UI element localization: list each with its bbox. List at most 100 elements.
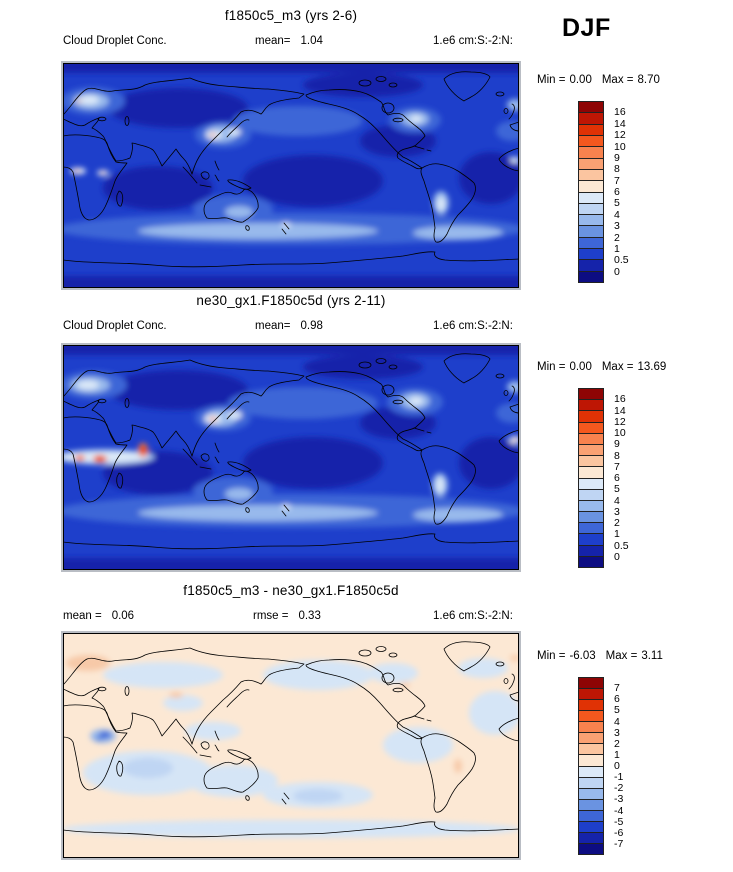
colorbar-cell [579,249,603,261]
colorbar-cell [579,444,603,457]
colorbar-cell [579,744,603,756]
panel3-units: 1.e6 cm:S:-2:N: [433,610,513,622]
colorbar-tick-label: 10 [614,140,626,153]
colorbar-cell [579,478,603,490]
panel1-colorbar: 16 14 12 10 9 8 7 6 5 4 3 2 1 0.5 0 [578,101,629,283]
colorbar-tick-label: -7 [614,837,624,850]
panel1-min-value: 0.00 [569,74,592,86]
colorbar-tick-label: 9 [614,151,620,164]
colorbar-tick-label: 2 [614,231,620,244]
panel1-mean: mean= 1.04 [255,35,323,47]
panel1-variable: Cloud Droplet Conc. [63,35,167,47]
colorbar-tick-label: -5 [614,815,624,828]
colorbar-cell [579,260,603,272]
colorbar-cell [579,271,603,282]
colorbar-tick-label: 8 [614,449,620,462]
colorbar-cell [579,489,603,501]
colorbar-tick-label: -2 [614,782,624,795]
colorbar-tick-label: 3 [614,726,620,739]
colorbar-cell [579,689,603,701]
colorbar-tick-label: 4 [614,715,620,728]
panel3-map [61,631,521,860]
colorbar-labels: 16 14 12 10 9 8 7 6 5 4 3 2 1 0.5 0 [604,101,640,283]
colorbar-cell [579,147,603,159]
colorbar-cell [579,523,603,535]
colorbar-tick-label: 3 [614,220,620,233]
panel1-max-label: Max = [601,74,634,86]
colorbar-tick-label: 0 [614,550,620,563]
panel2-map-svg [63,345,519,570]
colorbar-cell [579,500,603,513]
panel2-max-value: 13.69 [637,361,667,373]
panel3-mean-label: mean = [63,610,102,622]
colorbar-tick-label: 8 [614,163,620,176]
colorbar-cell [579,843,603,854]
colorbar-cell [579,821,603,833]
panel2-map [61,343,521,572]
colorbar-tick-label: 0.5 [614,254,629,267]
season-label: DJF [562,14,611,42]
panel3-colorbar: 7 6 5 4 3 2 1 0 -1 -2 -3 -4 -5 -6 -7 [578,677,623,855]
colorbar-cell [579,722,603,734]
colorbar-tick-label: 1 [614,748,620,761]
colorbar-tick-label: 5 [614,704,620,717]
colorbar-tick-label: 16 [614,393,626,406]
colorbar-cell [579,215,603,227]
colorbar-tick-label: 2 [614,517,620,529]
colorbar-cells [578,677,604,855]
colorbar-cell [579,467,603,479]
panel1-map [61,61,521,290]
panel3-max-value: 3.11 [641,650,663,662]
panel3-mean-value: 0.06 [111,610,135,622]
colorbar-cell [579,433,603,445]
colorbar-cell [579,700,603,712]
colorbar-cell [579,534,603,546]
colorbar-tick-label: 1 [614,528,620,541]
colorbar-tick-label: -3 [614,793,624,806]
panel1-map-svg [63,63,519,288]
colorbar-tick-label: 14 [614,117,626,130]
colorbar-tick-label: 5 [614,483,620,496]
colorbar-cell [579,422,603,434]
panel1-mean-value: 1.04 [300,35,323,47]
colorbar-tick-label: -1 [614,771,624,784]
colorbar-tick-label: 4 [614,494,620,507]
colorbar-cell [579,545,603,557]
colorbar-tick-label: 0 [614,760,620,772]
colorbar-tick-label: 6 [614,693,620,706]
colorbar-tick-label: 1 [614,242,620,255]
panel2-units: 1.e6 cm:S:-2:N: [433,320,513,332]
panel3-min-value: -6.03 [569,650,596,662]
colorbar-cell [579,755,603,767]
panel1-min-label: Min = [537,74,566,86]
colorbar-labels: 16 14 12 10 9 8 7 6 5 4 3 2 1 0.5 0 [604,388,640,568]
colorbar-cell [579,158,603,170]
colorbar-tick-label: -4 [614,804,624,817]
colorbar-tick-label: 7 [614,682,620,695]
panel2-variable: Cloud Droplet Conc. [63,320,167,332]
colorbar-cell [579,512,603,524]
colorbar-cell [579,400,603,412]
colorbar-tick-label: 4 [614,208,620,221]
panel1-mean-label: mean= [255,35,291,47]
colorbar-cell [579,777,603,789]
panel2-max-label: Max = [601,361,634,373]
panel1-units: 1.e6 cm:S:-2:N: [433,35,513,47]
colorbar-cell [579,799,603,811]
colorbar-cell [579,135,603,148]
colorbar-tick-label: 2 [614,737,620,750]
colorbar-tick-label: 12 [614,415,626,428]
panel1-max-value: 8.70 [637,74,660,86]
panel3-rmse-value: 0.33 [298,610,321,622]
panel3-map-svg [63,633,519,858]
colorbar-tick-label: 9 [614,438,620,451]
panel2-title: ne30_gx1.F1850c5d (yrs 2-11) [196,293,386,308]
colorbar-cell [579,556,603,567]
panel1-minmax: Min = 0.00 Max = 8.70 [537,74,664,86]
panel2-mean-value: 0.98 [300,320,323,332]
colorbar-cell [579,711,603,723]
colorbar-cell [579,124,603,136]
colorbar-tick-label: 6 [614,186,620,198]
colorbar-cell [579,169,603,182]
panel3-min-label: Min = [537,650,566,662]
